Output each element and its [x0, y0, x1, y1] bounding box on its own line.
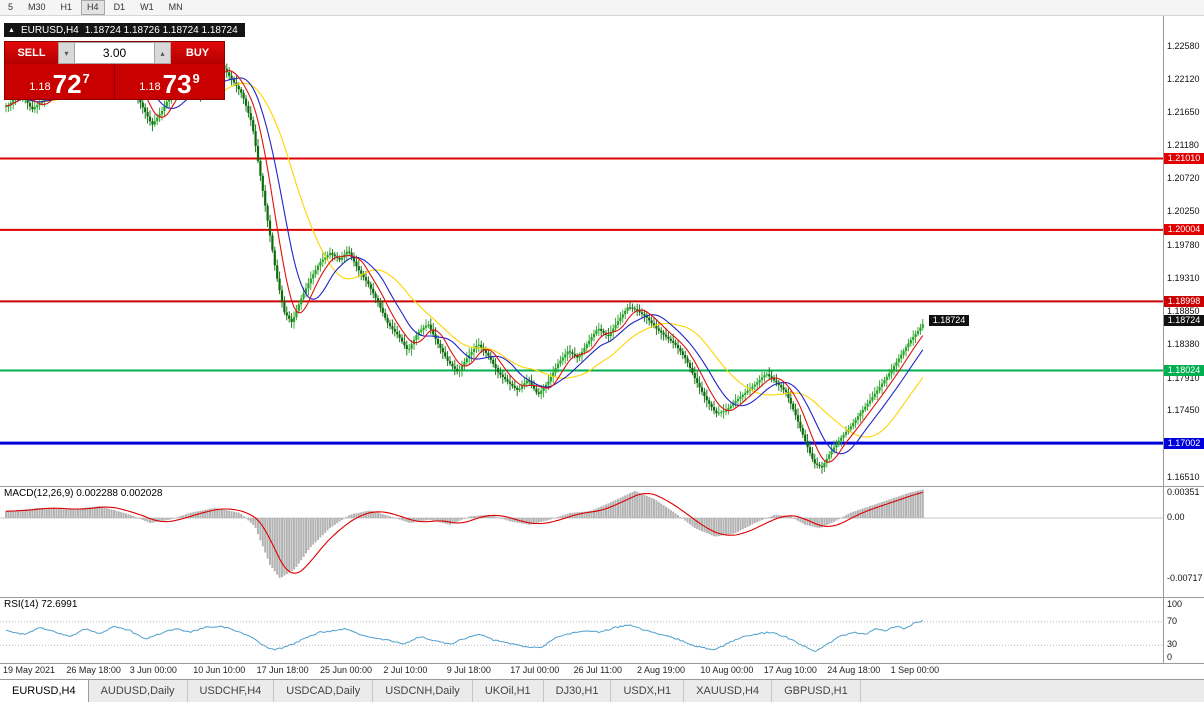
trade-prices-row: 1.18 72 7 1.18 73 9	[5, 64, 224, 99]
ohlc-values: 1.18724 1.18726 1.18724 1.18724	[84, 24, 238, 36]
timeframe-button-mn[interactable]: MN	[168, 2, 183, 12]
timeframe-button-5[interactable]: 5	[8, 2, 14, 12]
volume-increase-button[interactable]: ▴	[154, 42, 171, 64]
volume-input[interactable]: 3.00	[75, 42, 154, 64]
chart-tab-eurusd[interactable]: EURUSD,H4	[0, 680, 89, 702]
timeframe-toolbar: 5 M30 H1 H4 D1 W1 MN	[0, 0, 1204, 16]
buy-price-display[interactable]: 1.18 73 9	[115, 64, 224, 99]
chart-tab-audusd[interactable]: AUDUSD,Daily	[89, 680, 188, 702]
chart-tab-usdcad[interactable]: USDCAD,Daily	[274, 680, 374, 702]
ohlc-info: ▲ EURUSD,H4 1.18724 1.18726 1.18724 1.18…	[4, 23, 245, 37]
chart-tab-usdx[interactable]: USDX,H1	[611, 680, 685, 702]
sell-price-sup: 7	[82, 71, 90, 86]
one-click-trading-panel: SELL ▾ 3.00 ▴ BUY 1.18 72 7 1.18 73 9	[4, 41, 225, 100]
timeframe-button-h4[interactable]: H4	[81, 0, 105, 15]
sell-price-big: 72	[52, 69, 82, 99]
chart-tab-xauusd[interactable]: XAUUSD,H4	[684, 680, 773, 702]
buy-button[interactable]: BUY	[171, 42, 224, 64]
chart-tabs-bar: EURUSD,H4 AUDUSD,Daily USDCHF,H4 USDCAD,Dai…	[0, 679, 1204, 702]
chart-tab-ukoil[interactable]: UKOil,H1	[473, 680, 544, 702]
spin-down-icon: ▾	[64, 48, 69, 58]
chart-tab-dj30[interactable]: DJ30,H1	[544, 680, 612, 702]
collapse-arrow-icon[interactable]: ▲	[8, 26, 15, 34]
volume-decrease-button[interactable]: ▾	[58, 42, 75, 64]
chart-tab-usdcnh[interactable]: USDCNH,Daily	[373, 680, 473, 702]
buy-price-sup: 9	[192, 71, 200, 86]
sell-price-display[interactable]: 1.18 72 7	[5, 64, 115, 99]
chart-tab-gbpusd[interactable]: GBPUSD,H1	[772, 680, 861, 702]
buy-price-big: 73	[162, 69, 192, 99]
rsi-label: RSI(14) 72.6991	[4, 599, 78, 610]
macd-label: MACD(12,26,9) 0.002288 0.002028	[4, 488, 163, 499]
sell-price-prefix: 1.18	[29, 81, 51, 93]
buy-price-prefix: 1.18	[139, 81, 161, 93]
timeframe-button-m30[interactable]: M30	[28, 2, 46, 12]
timeframe-button-d1[interactable]: D1	[113, 2, 126, 12]
sell-button[interactable]: SELL	[5, 42, 58, 64]
chart-tab-usdchf[interactable]: USDCHF,H4	[188, 680, 275, 702]
timeframe-button-w1[interactable]: W1	[140, 2, 154, 12]
ohlc-symbol: EURUSD,H4	[20, 24, 79, 36]
spin-up-icon: ▴	[160, 48, 165, 58]
trade-controls-row: SELL ▾ 3.00 ▴ BUY	[5, 42, 224, 64]
timeframe-button-h1[interactable]: H1	[60, 2, 73, 12]
